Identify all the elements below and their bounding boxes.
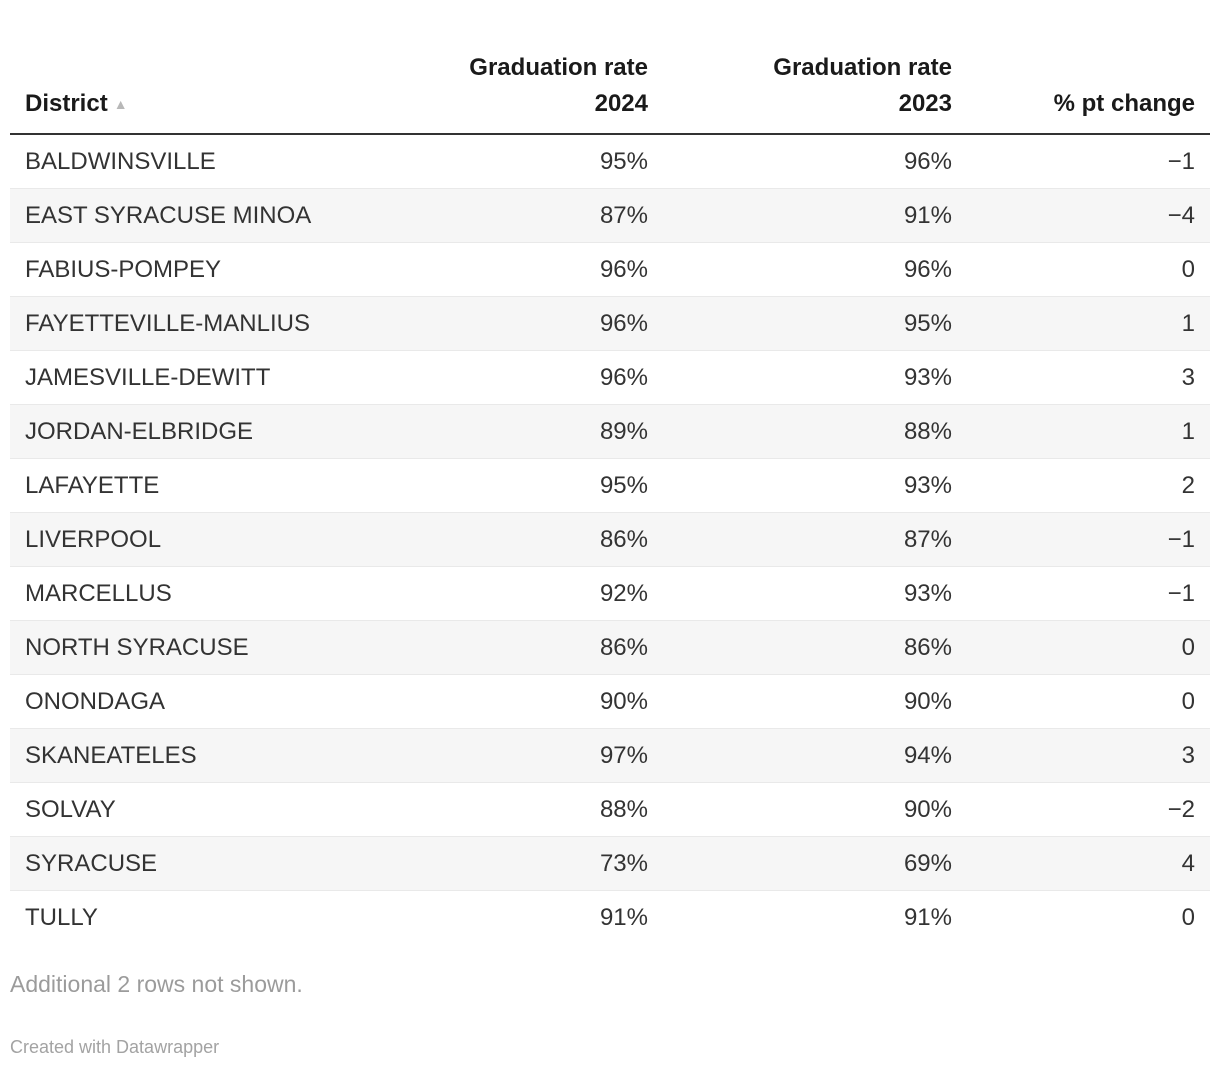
table-row: LAFAYETTE 95% 93% 2 <box>10 458 1210 513</box>
district-cell: NORTH SYRACUSE <box>10 620 440 675</box>
sort-ascending-icon: ▲ <box>113 96 128 112</box>
rate-2024-cell: 89% <box>440 404 663 459</box>
table-row: TULLY 91% 91% 0 <box>10 890 1210 944</box>
rate-2024-cell: 95% <box>599 147 648 175</box>
table-row: SYRACUSE 73% 69% 4 <box>10 836 1210 891</box>
rate-2023-cell: 90% <box>663 782 967 837</box>
column-header-rate-2023[interactable]: Graduation rate 2023 <box>663 40 967 135</box>
rate-2023-cell: 91% <box>663 188 967 243</box>
pt-change-cell: −1 <box>967 512 1210 567</box>
pt-change-cell: −2 <box>967 782 1210 837</box>
rate-2024-cell: 97% <box>440 728 663 783</box>
pt-change-cell: 2 <box>967 458 1210 513</box>
column-header-rate-2023-line2: 2023 <box>898 90 952 117</box>
district-cell: SKANEATELES <box>10 728 440 783</box>
district-cell: TULLY <box>10 890 440 944</box>
district-cell: JAMESVILLE-DEWITT <box>10 350 440 405</box>
rate-2024-cell: 88% <box>440 782 663 837</box>
table-row: FAYETTEVILLE-MANLIUS 96% 95% 1 <box>10 296 1210 351</box>
district-cell: EAST SYRACUSE MINOA <box>10 188 440 243</box>
column-header-rate-2024[interactable]: Graduation rate 2024 <box>440 40 663 135</box>
rate-2023-cell: 93% <box>663 566 967 621</box>
rate-2024-cell: 91% <box>440 890 663 944</box>
rate-2023-cell: 69% <box>663 836 967 891</box>
table-row: JAMESVILLE-DEWITT 96% 93% 3 <box>10 350 1210 405</box>
rows-not-shown-note: Additional 2 rows not shown. <box>10 971 303 997</box>
pt-change-cell: 0 <box>967 620 1210 675</box>
pt-change-cell: 0 <box>967 890 1210 944</box>
table-row: EAST SYRACUSE MINOA 87% 91% −4 <box>10 188 1210 243</box>
table-body: BALDWINSVILLE 95% 96% −1 EAST SYRACUSE MINOA… <box>10 134 1210 944</box>
rate-2024-cell: 95% <box>440 458 663 513</box>
rate-2023-cell: 87% <box>663 512 967 567</box>
pt-change-cell: 0 <box>967 242 1210 297</box>
pt-change-cell: 1 <box>967 404 1210 459</box>
table-header: District ▲ Graduation rate 2024 Graduatio… <box>10 40 1210 135</box>
column-header-rate-2024-line2: 2024 <box>594 90 648 117</box>
rate-2023-cell: 95% <box>663 296 967 351</box>
rate-2023-cell: 86% <box>663 620 967 675</box>
table-page: District ▲ Graduation rate 2024 Graduatio… <box>10 0 1210 1058</box>
rate-2023-cell: 94% <box>663 728 967 783</box>
pt-change-cell: −1 <box>1167 147 1195 175</box>
table-row: LIVERPOOL 86% 87% −1 <box>10 512 1210 567</box>
column-header-rate-2023-line1: Graduation rate <box>773 54 952 81</box>
rate-2023-cell: 90% <box>663 674 967 729</box>
district-cell: FABIUS-POMPEY <box>10 242 440 297</box>
district-cell: FAYETTEVILLE-MANLIUS <box>10 296 440 351</box>
district-cell: SYRACUSE <box>10 836 440 891</box>
table-row: SOLVAY 88% 90% −2 <box>10 782 1210 837</box>
rate-2024-cell: 96% <box>440 350 663 405</box>
rate-2024-cell: 86% <box>440 512 663 567</box>
table-row: SKANEATELES 97% 94% 3 <box>10 728 1210 783</box>
rate-2024-cell: 96% <box>440 296 663 351</box>
district-cell: MARCELLUS <box>10 566 440 621</box>
table-row: MARCELLUS 92% 93% −1 <box>10 566 1210 621</box>
pt-change-cell: −4 <box>967 188 1210 243</box>
rate-2024-cell: 90% <box>440 674 663 729</box>
table-row: JORDAN-ELBRIDGE 89% 88% 1 <box>10 404 1210 459</box>
district-cell: BALDWINSVILLE <box>25 147 216 175</box>
rate-2024-cell: 92% <box>440 566 663 621</box>
rate-2023-cell: 88% <box>663 404 967 459</box>
pt-change-cell: 3 <box>967 728 1210 783</box>
rate-2023-cell: 93% <box>663 350 967 405</box>
rate-2023-cell: 96% <box>903 147 952 175</box>
rate-2023-cell: 93% <box>663 458 967 513</box>
column-header-district[interactable]: District ▲ <box>10 40 440 135</box>
table-row: BALDWINSVILLE 95% 96% −1 <box>10 134 1210 189</box>
pt-change-cell: 4 <box>967 836 1210 891</box>
district-cell: SOLVAY <box>10 782 440 837</box>
column-header-rate-2024-line1: Graduation rate <box>469 54 648 81</box>
table-row: ONONDAGA 90% 90% 0 <box>10 674 1210 729</box>
rate-2023-cell: 91% <box>663 890 967 944</box>
pt-change-cell: 3 <box>967 350 1210 405</box>
datawrapper-credit: Created with Datawrapper <box>10 1037 220 1057</box>
district-cell: JORDAN-ELBRIDGE <box>10 404 440 459</box>
rate-2024-cell: 73% <box>440 836 663 891</box>
pt-change-cell: 1 <box>967 296 1210 351</box>
district-cell: LAFAYETTE <box>10 458 440 513</box>
district-cell: ONONDAGA <box>10 674 440 729</box>
district-cell: LIVERPOOL <box>10 512 440 567</box>
pt-change-cell: 0 <box>967 674 1210 729</box>
table-row: NORTH SYRACUSE 86% 86% 0 <box>10 620 1210 675</box>
header-row: District ▲ Graduation rate 2024 Graduatio… <box>10 40 1210 135</box>
column-header-district-label: District <box>25 90 108 117</box>
rate-2023-cell: 96% <box>663 242 967 297</box>
column-header-pt-change-label: % pt change <box>1053 90 1195 117</box>
graduation-rate-table: District ▲ Graduation rate 2024 Graduatio… <box>10 40 1210 944</box>
rate-2024-cell: 96% <box>440 242 663 297</box>
rate-2024-cell: 86% <box>440 620 663 675</box>
table-row: FABIUS-POMPEY 96% 96% 0 <box>10 242 1210 297</box>
rate-2024-cell: 87% <box>440 188 663 243</box>
column-header-pt-change[interactable]: % pt change <box>967 40 1210 135</box>
pt-change-cell: −1 <box>967 566 1210 621</box>
